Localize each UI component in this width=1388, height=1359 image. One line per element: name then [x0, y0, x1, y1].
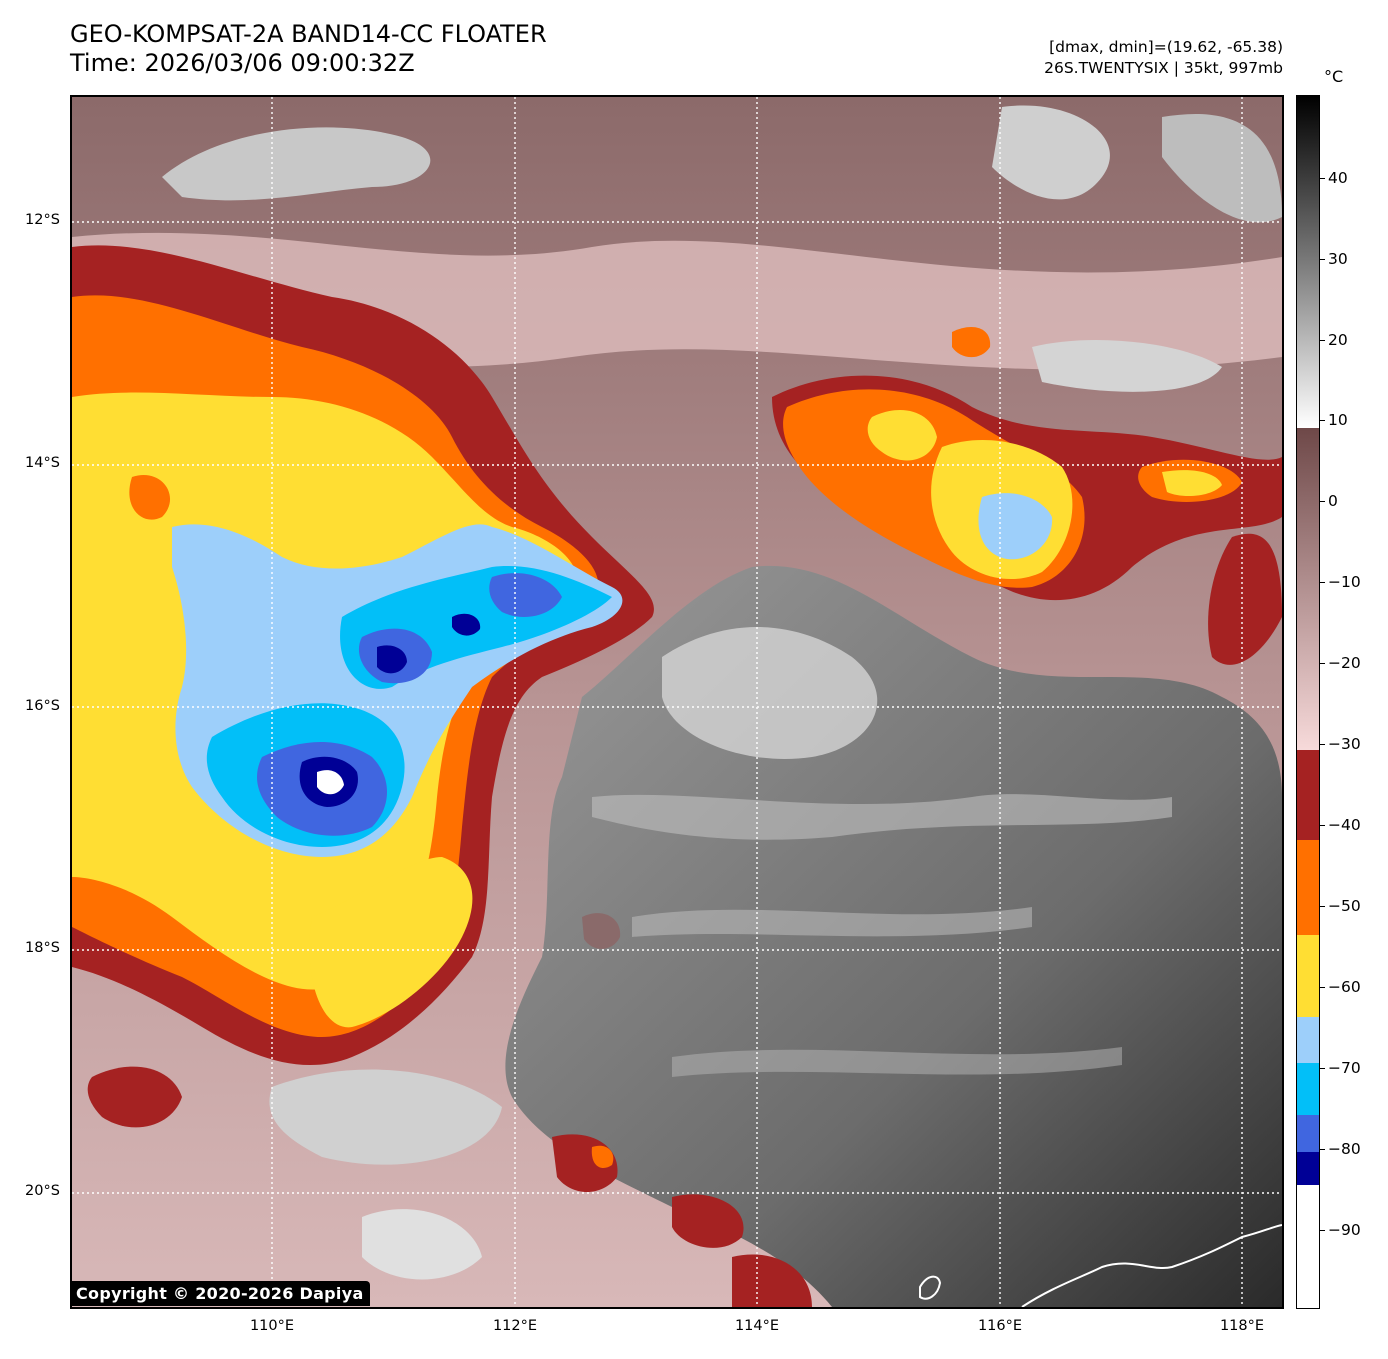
- colorbar-gray-segment: [1297, 96, 1319, 428]
- lon-label-114e: 114°E: [734, 1318, 780, 1334]
- colorbar-label-minus70: −70: [1328, 1059, 1361, 1077]
- colorbar-tick: [1320, 501, 1325, 502]
- satellite-image: [70, 95, 1284, 1309]
- colorbar-label-minus50: −50: [1328, 897, 1361, 915]
- colorbar-tick: [1320, 663, 1325, 664]
- colorbar-tick: [1320, 825, 1325, 826]
- storm-info: [dmax, dmin]=(19.62, -65.38) 26S.TWENTYS…: [1044, 37, 1283, 79]
- navy-upper-core: [377, 613, 481, 674]
- colorbar-tick: [1320, 178, 1325, 179]
- low-cloud-streak-1: [592, 794, 1172, 840]
- lat-label-18s: 18°S: [25, 940, 60, 956]
- colorbar-label-20: 20: [1328, 331, 1348, 349]
- lon-label-112e: 112°E: [492, 1318, 538, 1334]
- colorbar-tick: [1320, 1230, 1325, 1231]
- lon-label-110e: 110°E: [249, 1318, 295, 1334]
- colorbar-white-segment: [1297, 1185, 1319, 1308]
- bright-low-clouds: [662, 627, 878, 759]
- east-satellite-yellow: [1162, 470, 1222, 497]
- colorbar-darkred-segment: [1297, 750, 1319, 840]
- lat-label-14s: 14°S: [25, 455, 60, 471]
- small-red-cell: [952, 327, 991, 358]
- chart-title: GEO-KOMPSAT-2A BAND14-CC FLOATER Time: 2…: [70, 20, 547, 78]
- low-cloud-streak-2: [632, 907, 1032, 937]
- storm-summary-text: 26S.TWENTYSIX | 35kt, 997mb: [1044, 59, 1283, 77]
- colorbar-tick: [1320, 1068, 1325, 1069]
- east-light-blue-top: [978, 493, 1053, 560]
- yellow-south-lobe: [309, 857, 473, 1028]
- copyright-badge: Copyright © 2020-2026 Dapiya: [70, 1281, 370, 1306]
- royal-blue-upper-core: [358, 573, 562, 684]
- title-line-2: Time: 2026/03/06 09:00:32Z: [70, 49, 415, 77]
- gridlines: [72, 97, 1282, 1307]
- upper-left-gray-clouds: [162, 127, 431, 201]
- east-red-band: [1208, 533, 1282, 665]
- colorbar-label-minus80: −80: [1328, 1140, 1361, 1158]
- colorbar-label-minus10: −10: [1328, 573, 1361, 591]
- satellite-map: [72, 97, 1282, 1307]
- lat-label-12s: 12°S: [25, 212, 60, 228]
- colorbar-tick: [1320, 744, 1325, 745]
- colorbar-label-minus40: −40: [1328, 816, 1361, 834]
- colorbar-orange-segment: [1297, 840, 1319, 935]
- colorbar-label-minus30: −30: [1328, 735, 1361, 753]
- southwest-red-cells: [87, 1066, 182, 1128]
- colorbar-navy-segment: [1297, 1152, 1319, 1185]
- colorbar-lightblue-segment: [1297, 1017, 1319, 1063]
- colorbar-scale: [1297, 96, 1319, 1308]
- low-cloud-streak-3: [672, 1047, 1122, 1077]
- lower-left-gray-clouds: [269, 1069, 502, 1165]
- colorbar-label-30: 30: [1328, 250, 1348, 268]
- title-line-1: GEO-KOMPSAT-2A BAND14-CC FLOATER: [70, 20, 547, 48]
- colorbar-label-minus90: −90: [1328, 1221, 1361, 1239]
- bottom-gray-clouds: [362, 1209, 482, 1280]
- island-outline: [919, 1275, 942, 1300]
- colorbar-label-40: 40: [1328, 169, 1348, 187]
- upper-right-gray-clouds: [992, 105, 1110, 200]
- colorbar-yellow-segment: [1297, 935, 1319, 1017]
- lat-label-16s: 16°S: [25, 698, 60, 714]
- colorbar-label-minus20: −20: [1328, 654, 1361, 672]
- colorbar-tick: [1320, 259, 1325, 260]
- white-overshooting-top: [317, 770, 344, 795]
- south-red-cells: [552, 1134, 812, 1307]
- mid-gray-clouds: [1032, 339, 1222, 392]
- clear-sky-region: [505, 565, 1282, 1307]
- colorbar-cyan-segment: [1297, 1063, 1319, 1115]
- lat-label-20s: 20°S: [25, 1183, 60, 1199]
- east-yellow-upper: [867, 409, 937, 461]
- south-orange-cell: [591, 1145, 614, 1168]
- colorbar-tick: [1320, 582, 1325, 583]
- colorbar-unit: °C: [1324, 67, 1344, 86]
- colorbar-royalblue-segment: [1297, 1115, 1319, 1152]
- upper-right-gray-clouds-2: [1162, 113, 1282, 223]
- colorbar-tick: [1320, 987, 1325, 988]
- colorbar: [1296, 95, 1320, 1309]
- colorbar-label-10: 10: [1328, 411, 1348, 429]
- coastline: [1021, 1224, 1282, 1307]
- data-range-text: [dmax, dmin]=(19.62, -65.38): [1049, 38, 1283, 56]
- lon-label-118e: 118°E: [1219, 1318, 1265, 1334]
- colorbar-brown-segment: [1297, 428, 1319, 750]
- colorbar-label-minus60: −60: [1328, 978, 1361, 996]
- colorbar-tick: [1320, 1149, 1325, 1150]
- colorbar-tick: [1320, 340, 1325, 341]
- colorbar-tick: [1320, 420, 1325, 421]
- colorbar-label-0: 0: [1328, 492, 1338, 510]
- lon-label-116e: 116°E: [977, 1318, 1023, 1334]
- isolated-gray-cell: [582, 913, 621, 949]
- colorbar-tick: [1320, 906, 1325, 907]
